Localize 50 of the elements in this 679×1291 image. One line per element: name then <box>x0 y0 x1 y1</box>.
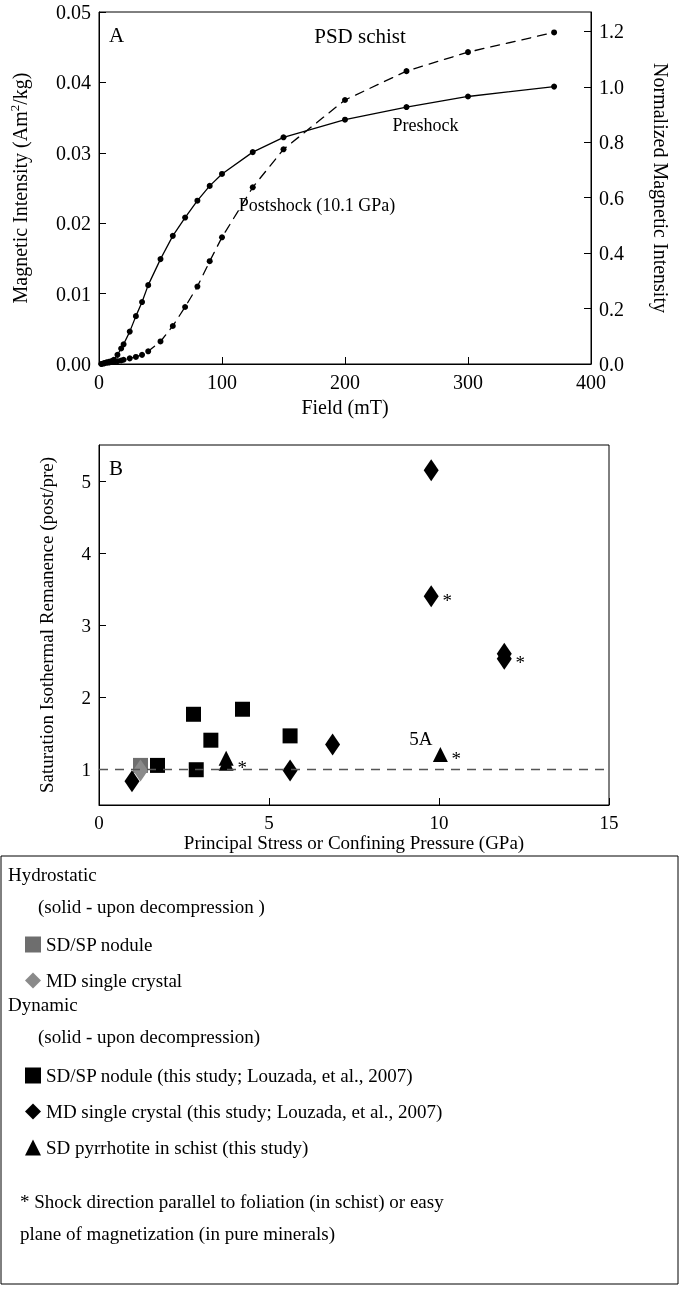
x-tick-label: 200 <box>330 371 360 393</box>
y-tick-label: 1 <box>81 758 91 780</box>
y2-tick-label: 0.8 <box>599 131 624 154</box>
y-tick-label: 0.02 <box>56 212 91 235</box>
x-axis-title: Field (mT) <box>301 395 389 419</box>
x-tick-label: 15 <box>599 812 619 833</box>
annotation: Postshock (10.1 GPa) <box>238 195 396 217</box>
y2-tick-label: 1.0 <box>599 75 624 98</box>
annotation: * <box>442 589 452 611</box>
x-tick-label: 300 <box>453 371 483 393</box>
annotation: A <box>109 22 125 47</box>
y-tick-label: 0.05 <box>56 1 91 23</box>
legend-label: MD single crystal (this study; Louzada, et al., 2007) <box>46 1101 443 1123</box>
y-axis-title: Magnetic Intensity (Am2/kg) <box>7 72 32 304</box>
y2-tick-label: 0.2 <box>599 297 624 320</box>
legend-label: MD single crystal <box>46 970 183 991</box>
y-axis-title: Saturation Isothermal Remanence (post/pre) <box>35 456 58 794</box>
x-tick-label: 5 <box>264 812 274 833</box>
x-tick-label: 0 <box>94 371 104 393</box>
text: Dynamic <box>8 994 78 1015</box>
y2-tick-label: 1.2 <box>599 20 624 43</box>
legend-label: SD pyrrhotite in schist (this study) <box>46 1137 309 1159</box>
y-tick-label: 0.00 <box>56 353 91 375</box>
text: * Shock direction parallel to foliation (in schist) or easy plane of magnetization (in pure minerals) <box>20 1190 449 1245</box>
y-tick-label: 3 <box>81 614 91 636</box>
annotation: * <box>515 652 526 674</box>
x-tick-label: 100 <box>207 371 237 393</box>
annotation: * <box>237 756 247 778</box>
legend-label: SD/SP nodule (this study; Louzada, et al., 2007) <box>46 1065 413 1087</box>
y-tick-label: 5 <box>81 470 91 492</box>
annotation: B <box>109 455 124 480</box>
text: (solid - upon decompression ) <box>38 896 265 918</box>
y-tick-label: 4 <box>81 542 92 564</box>
y-tick-label: 0.03 <box>56 141 91 164</box>
text: Hydrostatic <box>8 864 97 885</box>
x-tick-label: 10 <box>429 812 449 833</box>
text: (solid - upon decompression) <box>38 1026 261 1048</box>
text: PSD schist <box>314 23 406 48</box>
y2-tick-label: 0.4 <box>599 242 624 265</box>
y2-axis-title: Normalized Magnetic Intensity <box>649 63 672 313</box>
y-tick-label: 0.04 <box>56 71 91 94</box>
legend-label: SD/SP nodule <box>46 934 153 955</box>
y-tick-label: 2 <box>81 686 91 708</box>
x-axis-title: Principal Stress or Confining Pressure (GPa) <box>183 832 525 854</box>
annotation: 5A <box>409 728 433 750</box>
annotation: * <box>451 748 462 770</box>
annotation: Preshock <box>392 115 459 136</box>
y2-tick-label: 0.6 <box>599 186 624 209</box>
y-tick-label: 0.01 <box>56 282 91 305</box>
x-tick-label: 0 <box>94 812 104 833</box>
